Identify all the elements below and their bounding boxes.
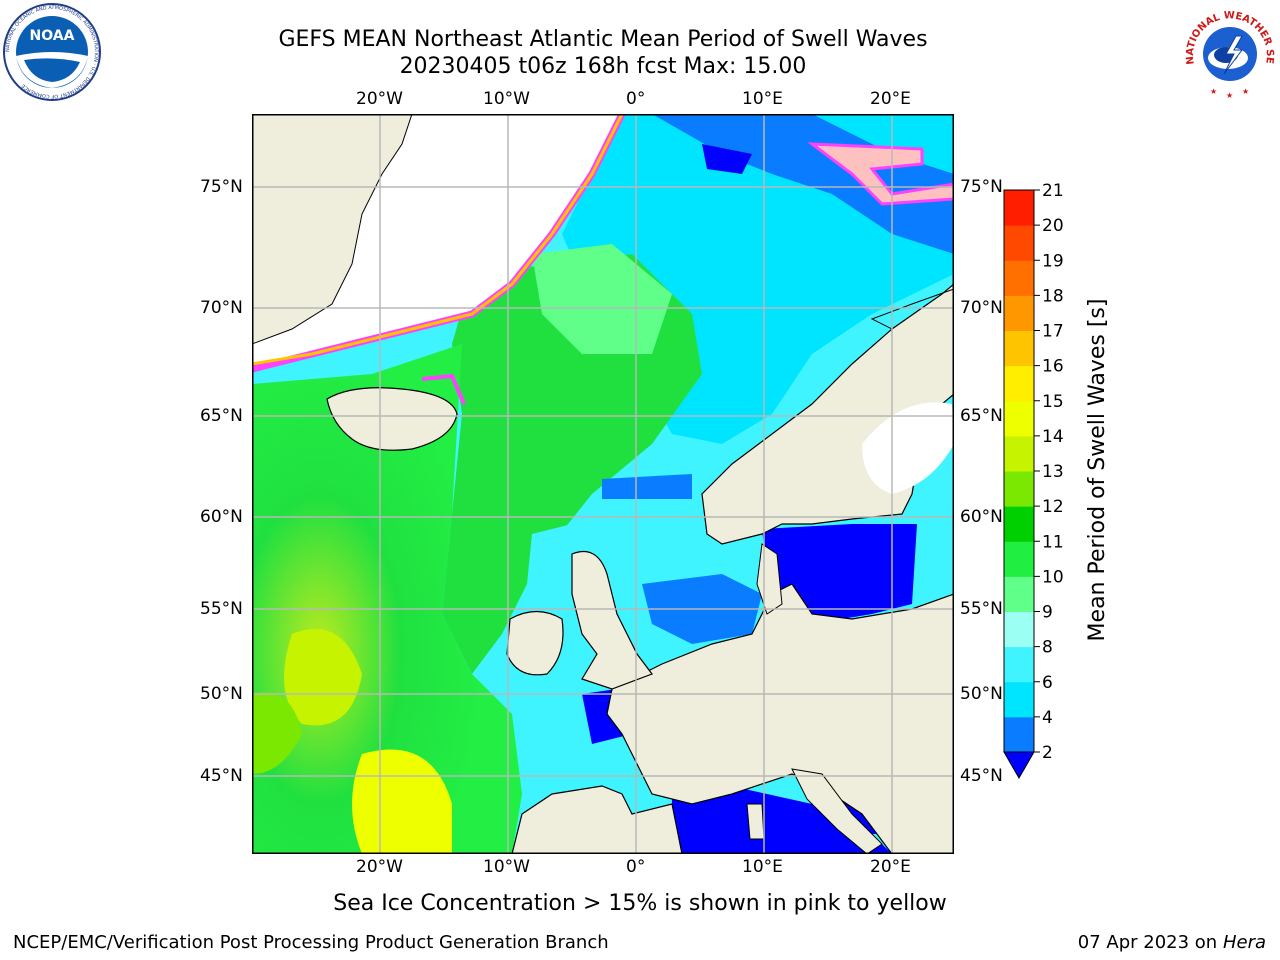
colorbar-segment [1004, 681, 1034, 718]
footer-host: Hera [1222, 932, 1266, 953]
colorbar-tick-label: 11 [1042, 532, 1064, 552]
colorbar-tick-label: 19 [1042, 251, 1064, 271]
colorbar-tick-label: 10 [1042, 567, 1064, 587]
colorbar-tick-label: 13 [1042, 462, 1064, 482]
continental-europe [606, 583, 954, 854]
colorbar-segment [1004, 295, 1034, 331]
colorbar-segment [1004, 506, 1034, 542]
lon-label-bottom-0: 0° [626, 857, 646, 877]
colorbar-tick-label: 20 [1042, 216, 1064, 236]
colorbar-tick-label: 16 [1042, 357, 1064, 377]
lat-label-right-75n: 75°N [960, 177, 1003, 197]
lat-label-left-55n: 55°N [200, 599, 243, 619]
sea-ice-svalbard [807, 142, 954, 206]
map-title: GEFS MEAN Northeast Atlantic Mean Period… [278, 27, 928, 52]
lat-label-right-65n: 65°N [960, 406, 1003, 426]
colorbar-segment [1004, 541, 1034, 577]
blue-patch-faroe [602, 474, 692, 499]
lon-label-bottom-10e: 10°E [742, 857, 783, 877]
lon-label-top-10w: 10°W [483, 89, 530, 109]
lon-label-bottom-20w: 20°W [356, 857, 403, 877]
mediterranean-west [672, 784, 892, 854]
lat-label-left-65n: 65°N [200, 406, 243, 426]
light-green-patch [532, 244, 672, 354]
svg-text:★: ★ [1226, 91, 1233, 100]
lon-label-bottom-10w: 10°W [483, 857, 530, 877]
nws-logo: NATIONAL WEATHER SERVICE ★ ★ ★ [1180, 2, 1278, 100]
colorbar-tick-label: 21 [1042, 181, 1064, 201]
deep-blue-patch-north [702, 144, 752, 174]
colorbar-tick-label: 9 [1042, 603, 1053, 623]
yellow-swell-patch-west [284, 629, 362, 726]
noaa-logo-text: NOAA [30, 28, 75, 44]
lat-label-right-55n: 55°N [960, 599, 1003, 619]
lon-label-top-20w: 20°W [356, 89, 403, 109]
colorbar-tick-label: 2 [1042, 743, 1053, 763]
svg-text:★: ★ [1242, 87, 1249, 96]
iberian-peninsula [511, 785, 683, 854]
colorbar-segment [1004, 225, 1034, 261]
noaa-logo: NOAA NATIONAL OCEANIC AND ATMOSPHERIC AD… [3, 3, 101, 101]
sea-ice-iceland [421, 373, 466, 405]
lat-label-left-45n: 45°N [200, 766, 243, 786]
lat-label-left-75n: 75°N [200, 177, 243, 197]
lat-label-right-70n: 70°N [960, 298, 1003, 318]
colorbar-segment [1004, 716, 1034, 753]
colorbar-tick-label: 4 [1042, 708, 1053, 728]
lon-label-top-0: 0° [626, 89, 646, 109]
lon-label-top-20e: 20°E [870, 89, 911, 109]
colorbar-tick-label: 15 [1042, 392, 1064, 412]
footer-credit: NCEP/EMC/Verification Post Processing Pr… [13, 932, 609, 953]
yellow-green-patch [252, 692, 302, 774]
colorbar-segment [1004, 471, 1034, 507]
map-border [252, 114, 954, 854]
lat-label-left-50n: 50°N [200, 684, 243, 704]
corsica-sardinia [746, 803, 765, 840]
colorbar-segment [1004, 260, 1034, 296]
sea-ice-edge-inner [252, 114, 624, 366]
ireland [506, 610, 564, 676]
colorbar-segment [1004, 330, 1034, 367]
lat-label-left-70n: 70°N [200, 298, 243, 318]
north-sea-approaches [522, 494, 702, 674]
colorbar-segment [1004, 435, 1034, 472]
colorbar-segment [1004, 400, 1034, 437]
colorbar-tick-label: 17 [1042, 322, 1064, 342]
colorbar-segment [1004, 365, 1034, 402]
lat-label-right-45n: 45°N [960, 766, 1003, 786]
colorbar-tick-label: 18 [1042, 286, 1064, 306]
map-subtitle: 20230405 t06z 168h fcst Max: 15.00 [399, 54, 807, 79]
colorbar-tick-label: 14 [1042, 427, 1064, 447]
colorbar-label: Mean Period of Swell Waves [s] [1085, 298, 1110, 642]
colorbar-segment [1004, 190, 1034, 226]
gulf-of-bothnia-ice [862, 402, 954, 494]
sea-ice-caption: Sea Ice Concentration > 15% is shown in … [333, 891, 947, 916]
great-britain [571, 550, 653, 690]
footer-date: 07 Apr 2023 on Hera [1078, 932, 1266, 954]
graticule [252, 114, 954, 854]
lat-label-right-50n: 50°N [960, 684, 1003, 704]
colorbar-tick-label: 8 [1042, 638, 1053, 658]
lon-label-top-10e: 10°E [742, 89, 783, 109]
colorbar: 2 4 6 8 9 10 11 12 13 14 15 16 17 18 19 20 21 [1003, 181, 1064, 780]
svg-text:★: ★ [1210, 87, 1217, 96]
colorbar-segment [1004, 576, 1034, 612]
colorbar-segment [1004, 611, 1034, 648]
atlantic-green-field [252, 344, 522, 854]
colorbar-segment [1004, 646, 1034, 683]
footer-date-text: 07 Apr 2023 on [1077, 932, 1223, 953]
iceland [326, 387, 458, 451]
lat-label-right-60n: 60°N [960, 507, 1003, 527]
colorbar-extend-min [1003, 751, 1035, 780]
greenland-land [252, 114, 413, 345]
swell-period-map [252, 114, 954, 854]
colorbar-tick-label: 6 [1042, 673, 1053, 693]
lat-label-left-60n: 60°N [200, 507, 243, 527]
colorbar-tick-label: 12 [1042, 497, 1064, 517]
norwegian-sea-green-field [442, 254, 702, 674]
lon-label-bottom-20e: 20°E [870, 857, 911, 877]
italy [791, 768, 883, 854]
